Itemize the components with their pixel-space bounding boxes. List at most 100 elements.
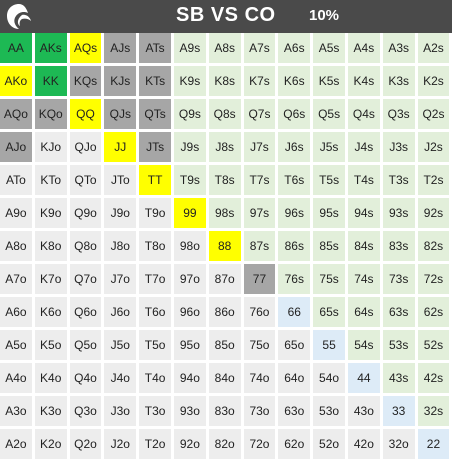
hand-cell[interactable]: QTs [139,99,171,129]
hand-cell[interactable]: J8s [209,132,241,162]
hand-cell[interactable]: 64o [278,363,310,393]
hand-cell[interactable]: 43s [383,363,415,393]
hand-cell[interactable]: 85s [313,231,345,261]
hand-cell[interactable]: 63o [278,396,310,426]
hand-cell[interactable]: 85o [209,330,241,360]
hand-cell[interactable]: QQ [70,99,102,129]
hand-cell[interactable]: ATo [0,165,32,195]
hand-cell[interactable]: JTs [139,132,171,162]
hand-cell[interactable]: J9o [104,198,136,228]
hand-cell[interactable]: 75s [313,264,345,294]
hand-cell[interactable]: ATs [139,33,171,63]
hand-cell[interactable]: 95o [174,330,206,360]
hand-cell[interactable]: 97s [244,198,276,228]
hand-cell[interactable]: A8o [0,231,32,261]
hand-cell[interactable]: A9o [0,198,32,228]
hand-cell[interactable]: J9s [174,132,206,162]
hand-cell[interactable]: AJs [104,33,136,63]
hand-cell[interactable]: T2s [418,165,450,195]
hand-cell[interactable]: A4s [348,33,380,63]
hand-cell[interactable]: 42s [418,363,450,393]
hand-cell[interactable]: KQs [70,66,102,96]
hand-cell[interactable]: 84o [209,363,241,393]
hand-cell[interactable]: JJ [104,132,136,162]
hand-cell[interactable]: J2s [418,132,450,162]
hand-cell[interactable]: T4s [348,165,380,195]
hand-cell[interactable]: 73s [383,264,415,294]
hand-cell[interactable]: Q6o [70,297,102,327]
hand-cell[interactable]: 53o [313,396,345,426]
hand-cell[interactable]: A7o [0,264,32,294]
hand-cell[interactable]: K3s [383,66,415,96]
hand-cell[interactable]: 96s [278,198,310,228]
hand-cell[interactable]: 74s [348,264,380,294]
hand-cell[interactable]: 66 [278,297,310,327]
hand-cell[interactable]: 52s [418,330,450,360]
hand-cell[interactable]: J5s [313,132,345,162]
hand-cell[interactable]: KTs [139,66,171,96]
hand-cell[interactable]: K9o [35,198,67,228]
hand-cell[interactable]: K7s [244,66,276,96]
hand-cell[interactable]: J3s [383,132,415,162]
hand-cell[interactable]: J3o [104,396,136,426]
hand-cell[interactable]: 52o [313,429,345,459]
hand-cell[interactable]: KJs [104,66,136,96]
hand-cell[interactable]: 82s [418,231,450,261]
hand-cell[interactable]: 95s [313,198,345,228]
hand-cell[interactable]: AKo [0,66,32,96]
hand-cell[interactable]: 63s [383,297,415,327]
hand-cell[interactable]: 88 [209,231,241,261]
hand-cell[interactable]: K8o [35,231,67,261]
hand-cell[interactable]: T4o [139,363,171,393]
hand-cell[interactable]: Q2o [70,429,102,459]
hand-cell[interactable]: A7s [244,33,276,63]
hand-cell[interactable]: QJs [104,99,136,129]
hand-cell[interactable]: A6s [278,33,310,63]
hand-cell[interactable]: 65s [313,297,345,327]
hand-cell[interactable]: Q6s [278,99,310,129]
hand-cell[interactable]: J8o [104,231,136,261]
hand-cell[interactable]: Q3o [70,396,102,426]
hand-cell[interactable]: 54o [313,363,345,393]
hand-cell[interactable]: 32s [418,396,450,426]
hand-cell[interactable]: 72o [244,429,276,459]
hand-cell[interactable]: K2s [418,66,450,96]
hand-cell[interactable]: 76o [244,297,276,327]
hand-cell[interactable]: J2o [104,429,136,459]
hand-cell[interactable]: K4s [348,66,380,96]
hand-cell[interactable]: AQs [70,33,102,63]
hand-cell[interactable]: 87o [209,264,241,294]
hand-cell[interactable]: 98s [209,198,241,228]
hand-cell[interactable]: T8o [139,231,171,261]
hand-cell[interactable]: 64s [348,297,380,327]
hand-cell[interactable]: T7o [139,264,171,294]
hand-cell[interactable]: T3o [139,396,171,426]
hand-cell[interactable]: T9o [139,198,171,228]
hand-cell[interactable]: J6s [278,132,310,162]
hand-cell[interactable]: QJo [70,132,102,162]
hand-cell[interactable]: T5o [139,330,171,360]
hand-cell[interactable]: AKs [35,33,67,63]
hand-cell[interactable]: Q8s [209,99,241,129]
hand-cell[interactable]: Q7s [244,99,276,129]
hand-cell[interactable]: 43o [348,396,380,426]
hand-cell[interactable]: A2o [0,429,32,459]
hand-cell[interactable]: A9s [174,33,206,63]
hand-cell[interactable]: K7o [35,264,67,294]
hand-cell[interactable]: K6o [35,297,67,327]
hand-cell[interactable]: JTo [104,165,136,195]
hand-cell[interactable]: KTo [35,165,67,195]
hand-cell[interactable]: 92s [418,198,450,228]
hand-cell[interactable]: 94s [348,198,380,228]
hand-cell[interactable]: T3s [383,165,415,195]
hand-cell[interactable]: TT [139,165,171,195]
hand-cell[interactable]: Q5s [313,99,345,129]
hand-cell[interactable]: A6o [0,297,32,327]
hand-cell[interactable]: Q8o [70,231,102,261]
hand-cell[interactable]: QTo [70,165,102,195]
hand-cell[interactable]: Q9o [70,198,102,228]
hand-cell[interactable]: A5o [0,330,32,360]
hand-cell[interactable]: K8s [209,66,241,96]
hand-cell[interactable]: 55 [313,330,345,360]
hand-cell[interactable]: T6o [139,297,171,327]
